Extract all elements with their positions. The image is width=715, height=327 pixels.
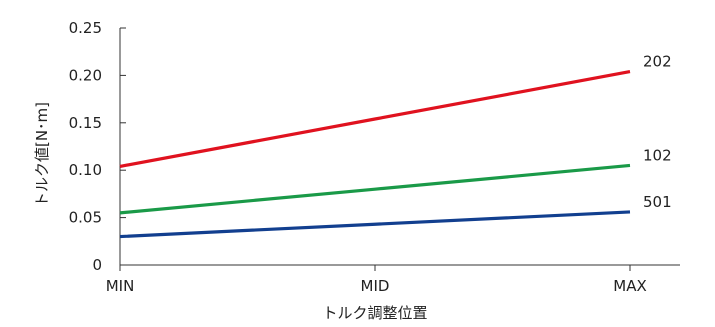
- series-group: 202 102 501: [119, 53, 672, 239]
- x-tick-label: MIN: [106, 277, 135, 295]
- series-label-202: 202: [643, 53, 672, 71]
- axes: 0 0.05 0.10 0.15 0.20 0.25 MIN MID MAX: [69, 19, 680, 295]
- series-line-202: [119, 70, 631, 168]
- y-axis-title: トルク値[N･m]: [33, 102, 51, 207]
- series-line-102: [119, 163, 631, 215]
- x-axis-title: トルク調整位置: [322, 304, 427, 322]
- y-tick-label: 0.25: [69, 19, 102, 37]
- y-tick-label: 0.10: [69, 161, 102, 179]
- series-label-501: 501: [643, 193, 672, 211]
- y-tick-label: 0.05: [69, 209, 102, 227]
- series-line-501: [119, 210, 631, 239]
- series-label-102: 102: [643, 146, 672, 164]
- x-tick-label: MID: [361, 277, 390, 295]
- y-tick-label: 0.20: [69, 66, 102, 84]
- y-tick-label: 0: [92, 256, 102, 274]
- y-tick-label: 0.15: [69, 114, 102, 132]
- x-tick-label: MAX: [613, 277, 646, 295]
